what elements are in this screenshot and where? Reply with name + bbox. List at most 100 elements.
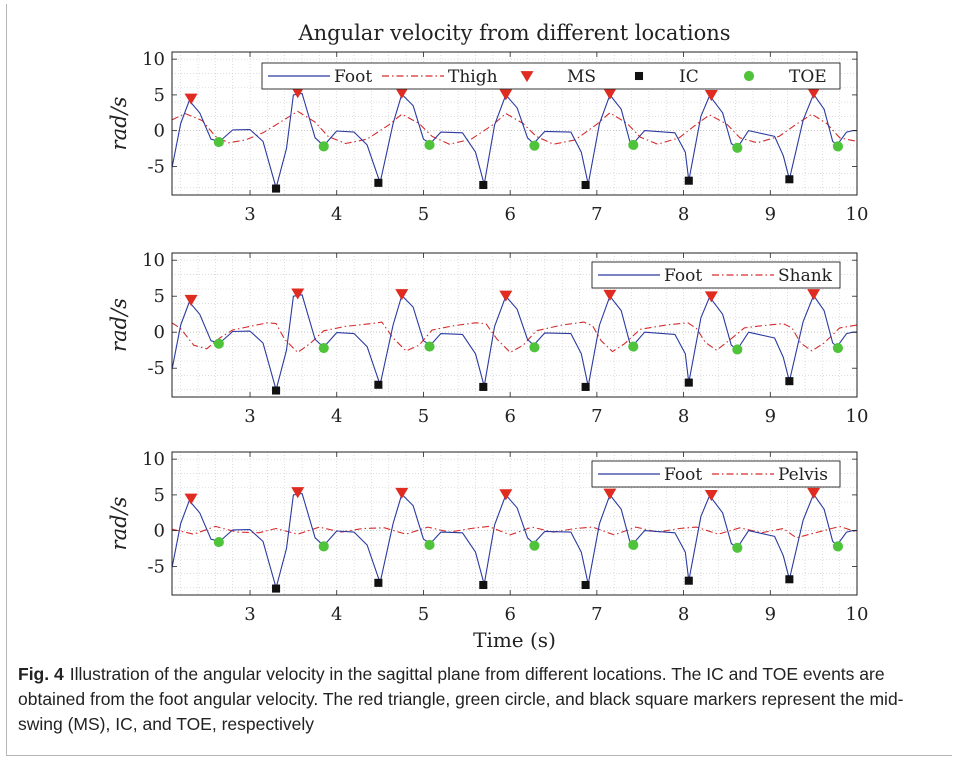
axes-box (171, 51, 858, 196)
marker-ic (479, 382, 488, 391)
marker-toe (424, 539, 435, 551)
legend-label: Foot (334, 67, 372, 87)
legend-marker (634, 71, 644, 81)
marker-toe (628, 139, 639, 151)
legend-label: TOE (789, 67, 827, 87)
marker-toe (529, 540, 540, 551)
marker-toe (732, 344, 743, 355)
marker-ic (272, 584, 281, 593)
caption-text: Illustration of the angular velocity in … (18, 664, 904, 734)
marker-ic (479, 180, 488, 190)
y-tick-label: 10 (142, 250, 165, 271)
x-tick-label: 6 (504, 204, 515, 225)
marker-ms (184, 93, 198, 105)
marker-ms (807, 487, 821, 499)
x-tick-label: 6 (504, 604, 515, 625)
figure-caption: Fig. 4 Illustration of the angular veloci… (18, 662, 938, 737)
x-tick-label: 3 (244, 604, 255, 625)
marker-ms (499, 89, 513, 101)
marker-toe (732, 542, 743, 553)
marker-ic (785, 377, 794, 386)
x-tick-label: 5 (418, 204, 429, 225)
marker-toe (318, 141, 329, 152)
marker-ic (785, 175, 794, 184)
x-tick-label: 10 (846, 604, 869, 625)
marker-toe (832, 342, 843, 354)
y-tick-label: -5 (147, 156, 165, 177)
marker-ms (603, 488, 617, 500)
legend-label: Shank (778, 266, 833, 286)
marker-toe (529, 140, 540, 151)
legend: Foot Shank (591, 261, 841, 289)
marker-ms (499, 290, 513, 302)
marker-toe (424, 139, 435, 151)
marker-toe (628, 341, 639, 352)
marker-ms (499, 489, 513, 501)
y-axis-label: rad/s (107, 298, 131, 352)
y-axis-label: rad/s (107, 496, 131, 550)
x-tick-label: 8 (678, 204, 689, 225)
marker-toe (628, 539, 639, 551)
x-tick-label: 3 (244, 204, 255, 225)
marker-ms (291, 288, 305, 300)
marker-ic (581, 180, 590, 190)
marker-ic (684, 576, 693, 585)
x-tick-label: 10 (846, 406, 869, 427)
x-tick-label: 8 (678, 406, 689, 427)
marker-ic (785, 575, 794, 584)
marker-ms (395, 289, 409, 301)
plot-area (172, 92, 857, 189)
marker-ms (603, 289, 617, 301)
x-tick-label: 4 (331, 604, 342, 625)
marker-ic (581, 382, 590, 391)
x-tick-label: 9 (765, 204, 776, 225)
marker-ic (374, 578, 383, 587)
marker-toe (213, 537, 224, 548)
panel-1: 3 4 5 6 7 8 9 10 10 5 0 -5 rad/s Angular velocity fro… (107, 21, 868, 225)
series-line-foot (172, 492, 857, 589)
x-axis-label: Time (s) (473, 628, 556, 652)
caption-label: Fig. 4 (18, 664, 64, 684)
marker-ic (684, 176, 693, 185)
legend-box (261, 62, 841, 90)
marker-ms (807, 289, 821, 301)
marker-toe (213, 338, 224, 349)
marker-ic (272, 184, 281, 193)
y-tick-label: 10 (142, 49, 165, 70)
marker-ms (603, 88, 617, 100)
y-tick-label: 0 (154, 121, 165, 142)
marker-ms (807, 87, 821, 99)
marker-ic (684, 378, 693, 387)
marker-toe (832, 141, 843, 152)
y-tick-label: -5 (147, 556, 165, 577)
x-tick-label: 5 (418, 406, 429, 427)
marker-toe (529, 342, 540, 353)
x-tick-label: 9 (765, 604, 776, 625)
marker-toe (732, 142, 743, 153)
panel-2: 3 4 5 6 7 8 9 10 10 5 0 -5 rad/s Foot Shank (107, 250, 868, 427)
panel-3: 3 4 5 6 7 8 9 10 10 5 0 -5 rad/s Time (s) Foot Pelvis (107, 449, 868, 652)
legend-label: MS (567, 67, 596, 87)
marker-ic (374, 380, 383, 389)
marker-ms (184, 294, 198, 306)
legend-label: Thigh (448, 67, 498, 87)
y-tick-label: -5 (147, 358, 165, 379)
legend-label: Pelvis (778, 465, 828, 485)
marker-ms (704, 490, 718, 502)
x-tick-label: 3 (244, 406, 255, 427)
y-axis-label: rad/s (107, 96, 131, 150)
chart-title: Angular velocity from different location… (297, 21, 730, 45)
series-line-foot (172, 294, 857, 391)
x-tick-label: 8 (678, 604, 689, 625)
y-tick-label: 10 (142, 449, 165, 470)
x-tick-label: 7 (591, 204, 602, 225)
x-tick-label: 7 (591, 604, 602, 625)
marker-toe (318, 541, 329, 552)
marker-toe (213, 137, 224, 148)
legend: Foot Thigh MS IC TOE (261, 62, 841, 90)
legend-label: Foot (664, 465, 702, 485)
marker-ic (581, 580, 590, 590)
plot-area (172, 294, 857, 391)
axes-box (171, 451, 858, 596)
series-line-thigh (172, 110, 857, 145)
